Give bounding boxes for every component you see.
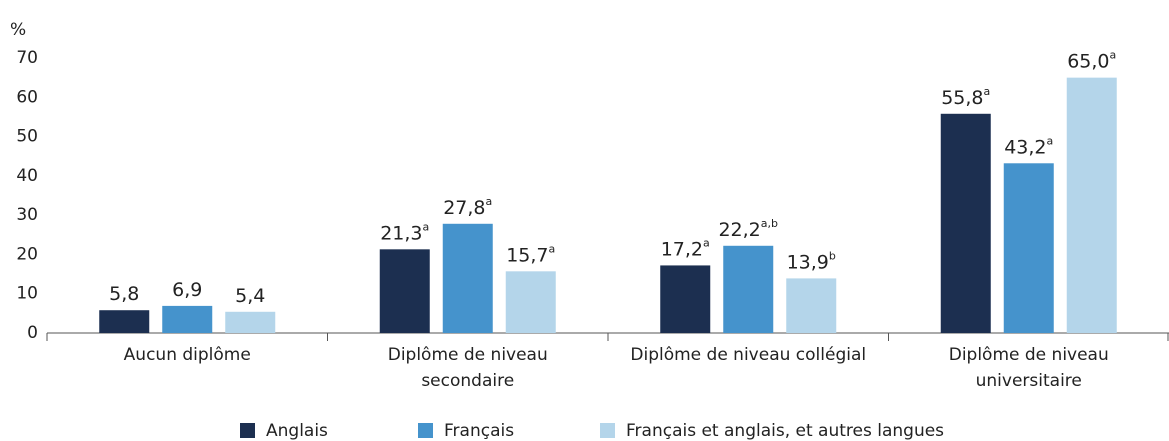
y-tick-label: 30 [16, 205, 38, 225]
bar [786, 278, 837, 333]
value-label: 13,9b [787, 249, 836, 273]
value-label: 21,3a [380, 220, 429, 244]
value-label-note: a [486, 195, 493, 208]
legend-label: Français et anglais, et autres langues [626, 421, 944, 441]
value-label: 27,8a [443, 195, 492, 219]
legend-label: Anglais [266, 421, 328, 441]
value-label-number: 22,2 [718, 218, 760, 240]
value-label-note: a [549, 242, 556, 255]
value-label-number: 5,4 [235, 284, 265, 306]
bar [225, 311, 276, 333]
legend-swatch [418, 423, 433, 438]
value-label-number: 15,7 [506, 244, 548, 266]
value-label: 15,7a [506, 242, 555, 265]
bar [1066, 77, 1117, 334]
legend-label: Français [444, 421, 514, 441]
value-label-number: 5,8 [109, 283, 139, 305]
bar [162, 305, 213, 333]
legend-swatch [600, 423, 615, 438]
bar [442, 223, 493, 333]
bar [1003, 163, 1054, 333]
value-label-note: a,b [761, 217, 778, 230]
value-label-number: 55,8 [941, 86, 983, 108]
value-label: 6,9 [172, 278, 202, 300]
y-tick-label: 0 [27, 323, 38, 343]
x-tick-label: Diplôme de niveau universitaire [948, 345, 1109, 391]
value-label: 5,4 [235, 284, 265, 306]
y-tick-label: 20 [16, 244, 38, 264]
bar [660, 265, 711, 333]
value-label-number: 43,2 [1004, 136, 1046, 158]
y-axis-label: % [10, 20, 26, 40]
value-label: 22,2a,b [718, 217, 778, 241]
x-tick-label: Diplôme de niveau secondaire [387, 345, 548, 391]
value-label-note: a [1110, 49, 1117, 62]
y-tick-label: 60 [16, 87, 38, 107]
legend-swatch [240, 423, 255, 438]
bar [723, 245, 774, 333]
y-tick-label: 50 [16, 127, 38, 147]
value-label-number: 65,0 [1067, 50, 1109, 72]
value-label-note: a [423, 220, 430, 233]
value-label-number: 13,9 [787, 251, 829, 273]
value-label-note: a [1047, 134, 1054, 147]
y-tick-label: 10 [16, 284, 38, 304]
value-label: 55,8a [941, 85, 990, 109]
value-label-number: 21,3 [380, 222, 422, 244]
value-label: 65,0a [1067, 49, 1116, 72]
x-tick-label: Diplôme de niveau collégial [630, 345, 867, 365]
x-tick-label: Aucun diplôme [123, 345, 251, 365]
y-tick-label: 40 [16, 166, 38, 186]
value-label-note: a [984, 85, 991, 98]
value-label-note: b [829, 249, 836, 262]
bar [379, 249, 430, 333]
bar [505, 271, 556, 333]
value-label-note: a [703, 236, 710, 249]
value-label: 17,2a [661, 236, 710, 260]
bar [940, 113, 991, 334]
value-label-number: 27,8 [443, 196, 485, 218]
value-label-number: 6,9 [172, 278, 202, 300]
y-tick-label: 70 [16, 48, 38, 68]
value-label: 5,8 [109, 283, 139, 305]
value-label: 43,2a [1004, 134, 1053, 158]
bar [99, 310, 150, 333]
value-label-number: 17,2 [661, 238, 703, 260]
